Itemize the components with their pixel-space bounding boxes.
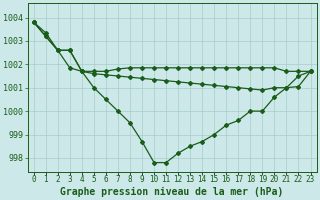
X-axis label: Graphe pression niveau de la mer (hPa): Graphe pression niveau de la mer (hPa) xyxy=(60,186,284,197)
